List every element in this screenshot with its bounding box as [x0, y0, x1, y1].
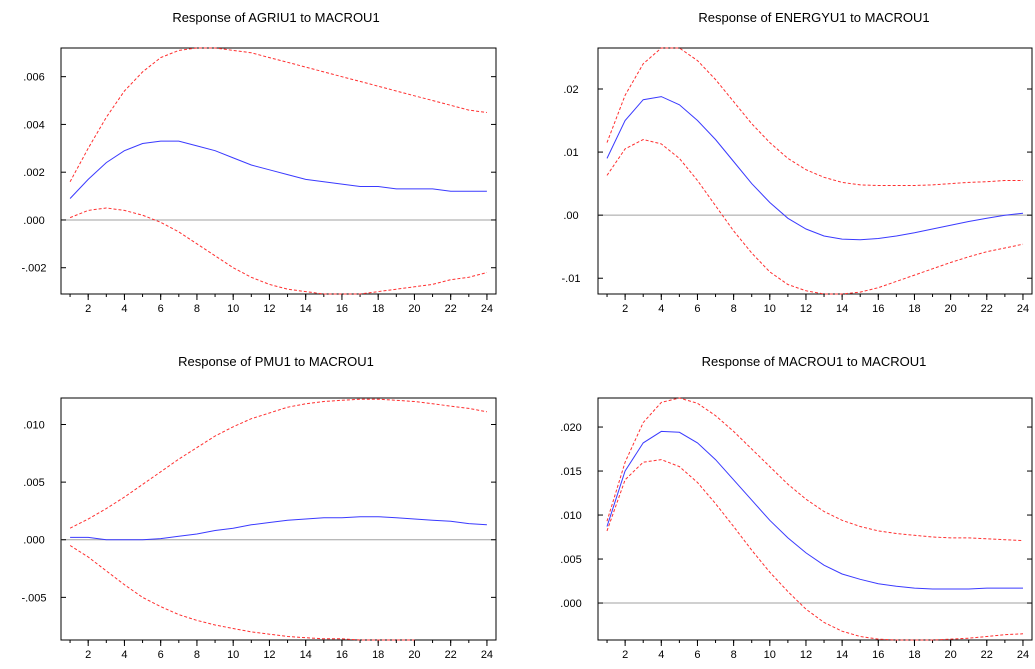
x-tick-label: 2: [622, 303, 628, 315]
y-tick-label: -.002: [21, 263, 46, 275]
response-line: [606, 430, 1023, 590]
x-tick-label: 24: [481, 649, 493, 661]
plot-frame: [597, 397, 1033, 641]
y-tick-label: .00: [563, 210, 578, 222]
x-tick-label: 18: [372, 649, 384, 661]
y-tick-label: -.01: [562, 273, 581, 285]
y-tick-label: .000: [560, 598, 581, 610]
x-tick-label: 8: [194, 649, 200, 661]
x-tick-label: 8: [194, 303, 200, 315]
x-tick-label: 24: [1017, 649, 1029, 661]
y-tick-label: .02: [563, 84, 578, 96]
lower-band-line: [69, 545, 415, 641]
chart-title: Response of MACROU1 to MACROU1: [702, 354, 927, 369]
x-tick-label: 12: [800, 649, 812, 661]
x-tick-label: 12: [263, 303, 275, 315]
y-tick-label: .005: [560, 554, 581, 566]
response-line: [70, 516, 487, 541]
x-tick-label: 18: [908, 303, 920, 315]
x-tick-label: 16: [336, 303, 348, 315]
x-tick-label: 16: [872, 303, 884, 315]
chart-title: Response of AGRIU1 to MACROU1: [172, 10, 379, 25]
x-tick-label: 14: [300, 649, 312, 661]
panel-macrou1: Response of MACROU1 to MACROU1 .000 .005.…: [560, 354, 1033, 661]
x-tick-label: 6: [158, 649, 164, 661]
x-tick-label: 2: [85, 649, 91, 661]
x-tick-label: 2: [622, 649, 628, 661]
x-tick-label: 4: [658, 303, 664, 315]
x-tick-label: 10: [764, 303, 776, 315]
y-tick-label: .000: [23, 535, 44, 547]
x-tick-label: 20: [945, 303, 957, 315]
x-tick-label: 14: [836, 649, 848, 661]
x-tick-label: 20: [945, 649, 957, 661]
x-tick-label: 20: [408, 303, 420, 315]
x-tick-label: 22: [981, 303, 993, 315]
y-tick-label: .010: [23, 420, 44, 432]
y-tick-label: .004: [23, 119, 44, 131]
x-tick-label: 18: [908, 649, 920, 661]
x-tick-label: 22: [445, 303, 457, 315]
plot-frame: [60, 47, 497, 295]
response-line: [606, 96, 1024, 241]
x-tick-label: 12: [800, 303, 812, 315]
panel-pmu1: Response of PMU1 to MACROU1 -.005 .000 .00…: [21, 354, 497, 661]
x-tick-label: 22: [981, 649, 993, 661]
x-tick-label: 10: [764, 649, 776, 661]
response-line: [69, 140, 487, 199]
x-tick-label: 4: [121, 303, 127, 315]
plot-content: -.01.00.01.022 4 6 8 10 12 14 16 18 20 22 24: [562, 47, 1032, 315]
x-tick-label: 24: [1017, 303, 1029, 315]
x-tick-label: 16: [872, 649, 884, 661]
upper-band-line: [606, 47, 1023, 186]
y-tick-label: .006: [23, 72, 44, 84]
plot-frame: [597, 47, 1033, 295]
x-tick-label: 24: [481, 303, 493, 315]
x-tick-label: 4: [121, 649, 127, 661]
upper-band-line: [69, 398, 487, 529]
x-tick-label: 4: [658, 649, 664, 661]
x-tick-label: 14: [836, 303, 848, 315]
x-tick-label: 2: [85, 303, 91, 315]
y-tick-label: .020: [560, 422, 581, 434]
y-tick-label: -.005: [21, 592, 46, 604]
upper-band-line: [606, 397, 1024, 542]
panel-energyu1: Response of ENERGYU1 to MACROU1 -.01 .00.…: [562, 10, 1033, 315]
y-tick-label: .005: [23, 477, 44, 489]
y-tick-label: .000: [23, 215, 44, 227]
x-tick-label: 22: [445, 649, 457, 661]
x-tick-label: 6: [694, 649, 700, 661]
plot-frame: [60, 397, 497, 641]
x-tick-label: 16: [336, 649, 348, 661]
lower-band-line: [606, 138, 1024, 295]
x-tick-label: 8: [731, 303, 737, 315]
x-tick-label: 18: [372, 303, 384, 315]
x-tick-label: 10: [227, 649, 239, 661]
chart-title: Response of PMU1 to MACROU1: [178, 354, 374, 369]
y-tick-label: .01: [563, 147, 578, 159]
x-tick-label: 14: [300, 303, 312, 315]
x-tick-label: 10: [227, 303, 239, 315]
chart-title: Response of ENERGYU1 to MACROU1: [698, 10, 929, 25]
x-tick-label: 8: [731, 649, 737, 661]
x-tick-label: 12: [263, 649, 275, 661]
y-tick-label: .015: [560, 466, 581, 478]
y-tick-label: .002: [23, 167, 44, 179]
lower-band-line: [69, 207, 488, 295]
panel-agriu1: Response of AGRIU1 to MACROU1 -.002 .000.…: [21, 10, 497, 315]
x-tick-label: 6: [694, 303, 700, 315]
y-tick-label: .010: [560, 510, 581, 522]
x-tick-label: 6: [158, 303, 164, 315]
upper-band-line: [69, 47, 487, 182]
x-tick-label: 20: [408, 649, 420, 661]
